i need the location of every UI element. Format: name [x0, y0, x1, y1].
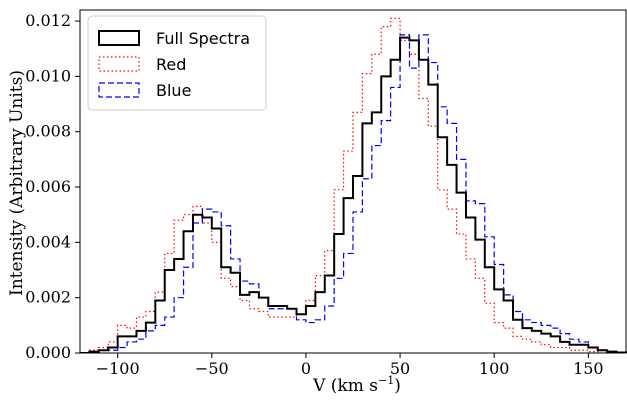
y-tick-label: 0.010: [25, 66, 71, 85]
x-axis-title: V (km s−1): [312, 374, 401, 396]
y-tick-label: 0.008: [25, 122, 71, 141]
legend-swatch-full-spectra: [98, 30, 140, 46]
x-tick-label: −100: [96, 359, 140, 378]
y-axis-title: Intensity (Arbitrary Units): [7, 70, 27, 296]
plot-frame: [79, 9, 627, 354]
x-tick-label: 0: [301, 359, 311, 378]
y-axis: 0.000 0.002 0.004 0.006 0.008 0.010 0.012: [25, 11, 80, 362]
x-tick-label: 50: [390, 359, 410, 378]
y-tick-label: 0.002: [25, 288, 71, 307]
series-full-spectra-line: [80, 36, 627, 353]
y-tick-label: 0.012: [25, 11, 71, 30]
legend-label: Red: [156, 55, 186, 74]
legend-swatch-red: [98, 56, 140, 72]
legend-swatch-blue: [98, 82, 140, 98]
y-tick-label: 0.000: [25, 343, 71, 362]
y-tick-label: 0.004: [25, 232, 71, 251]
x-tick-label: −50: [195, 359, 229, 378]
legend-label: Blue: [156, 81, 191, 100]
x-tick-label: 150: [573, 359, 604, 378]
series-red-line: [80, 17, 626, 353]
series-layer: [80, 17, 627, 353]
legend-label: Full Spectra: [156, 29, 250, 48]
x-tick-label: 100: [479, 359, 510, 378]
y-tick-label: 0.006: [25, 177, 71, 196]
series-blue-line: [80, 34, 627, 353]
legend-box: [87, 15, 267, 111]
legend: Full Spectra Red Blue: [87, 15, 267, 111]
x-axis: −100 −50 0 50 100 150: [96, 353, 604, 378]
